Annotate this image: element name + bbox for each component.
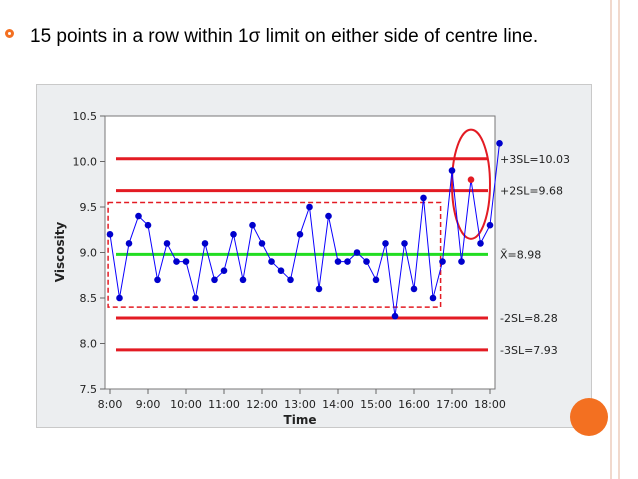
slide-rule-right bbox=[618, 0, 620, 479]
bullet-text: 15 points in a row within 1σ limit on ei… bbox=[30, 26, 539, 47]
data-point bbox=[315, 285, 323, 293]
data-point bbox=[334, 258, 342, 265]
data-point bbox=[106, 231, 114, 238]
y-tick-label: 9.5 bbox=[80, 201, 98, 214]
data-point bbox=[391, 312, 399, 320]
x-tick-label: 12:00 bbox=[246, 398, 278, 411]
x-tick-label: 11:00 bbox=[208, 398, 240, 411]
x-tick-label: 15:00 bbox=[360, 398, 392, 411]
series-line bbox=[109, 143, 500, 317]
control-line-label: -2SL=8.28 bbox=[500, 312, 558, 325]
y-tick-label: 10.5 bbox=[73, 110, 98, 123]
data-point bbox=[239, 276, 247, 284]
control-line-label: X̄=8.98 bbox=[500, 248, 541, 261]
data-point bbox=[173, 258, 180, 265]
bullet-icon bbox=[5, 29, 14, 38]
data-point bbox=[439, 258, 446, 265]
data-point bbox=[477, 240, 484, 247]
data-point bbox=[486, 221, 494, 229]
data-point bbox=[363, 258, 370, 265]
data-point bbox=[135, 212, 142, 220]
data-point bbox=[429, 294, 437, 302]
x-tick-label: 10:00 bbox=[170, 398, 202, 411]
y-axis-label: Viscosity bbox=[53, 222, 67, 283]
data-point bbox=[182, 258, 190, 265]
data-point bbox=[220, 267, 228, 275]
data-point bbox=[211, 276, 218, 284]
data-point bbox=[401, 240, 408, 247]
data-point bbox=[192, 294, 199, 302]
x-axis-label: Time bbox=[284, 413, 317, 427]
control-line-label: +3SL=10.03 bbox=[500, 153, 570, 166]
slide-rule-left bbox=[610, 0, 612, 479]
decorative-circle-icon bbox=[570, 398, 608, 436]
y-tick-label: 7.5 bbox=[80, 383, 98, 396]
data-point bbox=[163, 240, 171, 247]
data-point bbox=[258, 240, 266, 247]
data-point bbox=[277, 267, 285, 275]
x-tick-label: 14:00 bbox=[322, 398, 354, 411]
data-point bbox=[268, 258, 275, 265]
control-line-label: +2SL=9.68 bbox=[500, 185, 563, 198]
x-tick-label: 17:00 bbox=[436, 398, 468, 411]
data-point bbox=[144, 221, 152, 229]
control-line-label: -3SL=7.93 bbox=[500, 344, 558, 357]
data-point bbox=[296, 231, 304, 238]
data-point bbox=[249, 221, 256, 229]
y-tick-label: 10.0 bbox=[73, 156, 98, 169]
x-tick-label: 9:00 bbox=[136, 398, 161, 411]
y-tick-label: 8.0 bbox=[80, 338, 98, 351]
data-point bbox=[448, 167, 456, 174]
data-point bbox=[230, 231, 237, 238]
data-point bbox=[116, 294, 123, 302]
x-tick-label: 16:00 bbox=[398, 398, 430, 411]
data-point bbox=[125, 240, 133, 247]
data-point bbox=[458, 258, 465, 265]
data-point bbox=[410, 285, 418, 293]
y-tick-label: 8.5 bbox=[80, 292, 98, 305]
data-point bbox=[382, 240, 389, 247]
x-tick-label: 8:00 bbox=[98, 398, 123, 411]
x-tick-label: 13:00 bbox=[284, 398, 316, 411]
highlight-point bbox=[467, 176, 475, 183]
x-tick-label: 18:00 bbox=[474, 398, 506, 411]
data-point bbox=[287, 276, 294, 284]
ellipse-annotation bbox=[451, 128, 491, 240]
y-tick-label: 9.0 bbox=[80, 247, 98, 260]
data-point bbox=[344, 258, 351, 265]
data-point bbox=[496, 140, 503, 147]
data-point bbox=[420, 194, 427, 202]
data-point bbox=[325, 212, 332, 220]
data-point bbox=[306, 203, 313, 211]
data-point bbox=[372, 276, 380, 284]
data-point bbox=[353, 249, 361, 256]
plot-area bbox=[104, 115, 496, 390]
data-point bbox=[201, 240, 209, 247]
data-point bbox=[154, 276, 161, 284]
